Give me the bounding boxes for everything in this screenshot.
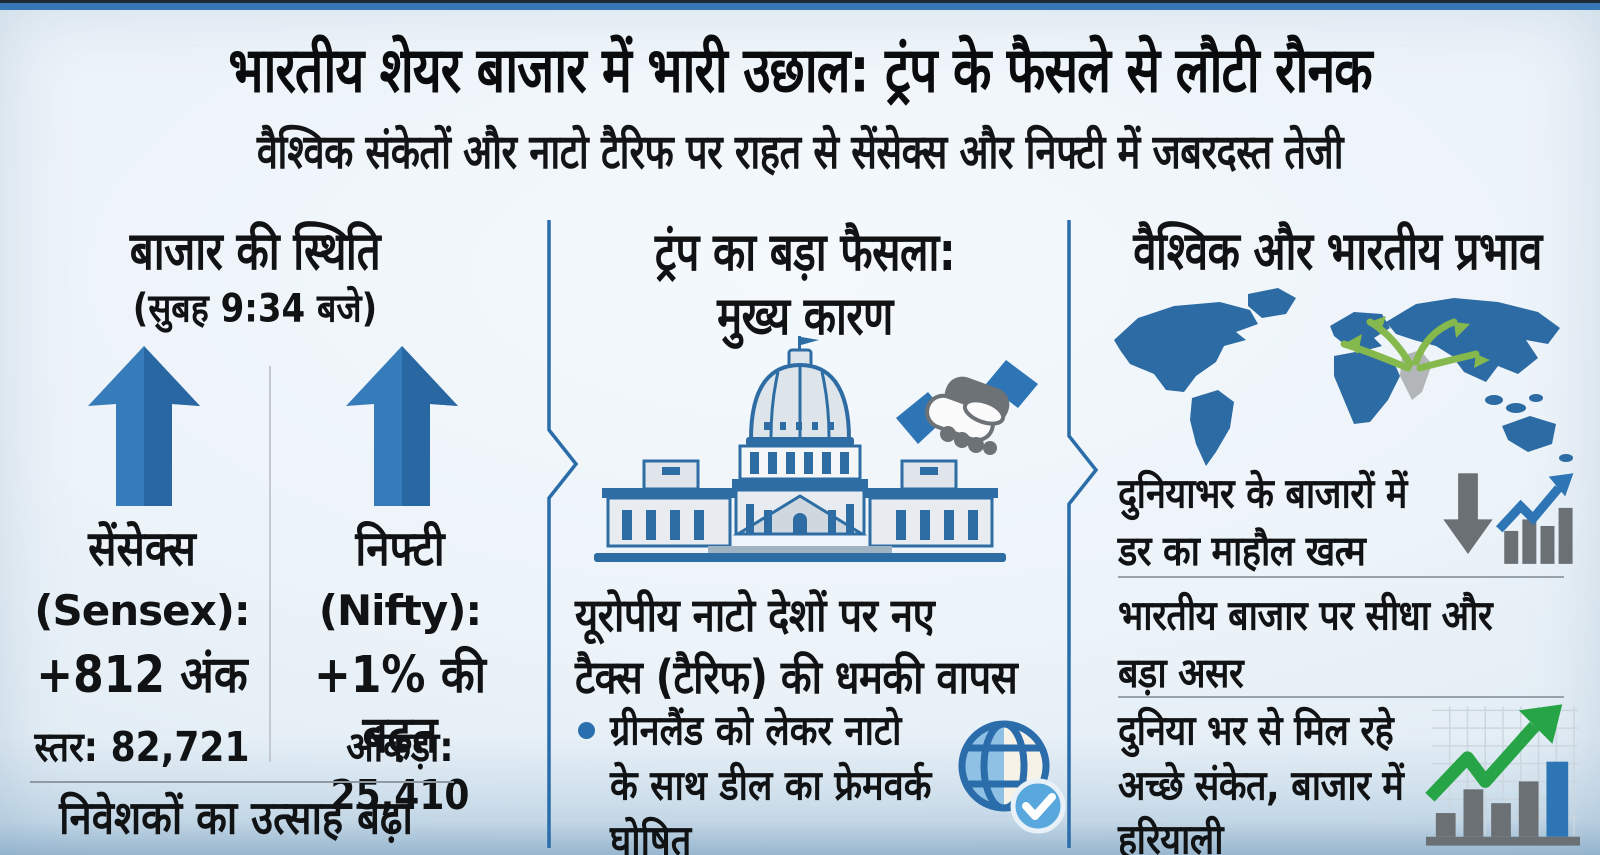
impact-divider-1 [1118,576,1564,578]
market-status-heading: बाजार की स्थिति [129,220,381,282]
sensex-change: +812 अंक [36,646,248,705]
impact-point-calm: दुनियाभर के बाजारों में डर का माहौल खत्म [1118,470,1407,575]
market-status-time: (सुबह 9:34 बजे) [132,286,378,332]
divider-left-chevron [546,218,580,854]
calm-markets-icon [1440,468,1580,570]
sensex-name: सेंसेक्स [88,520,196,577]
nifty-level: आंकड़ा: 25,410 [330,724,470,820]
globe-check-icon [952,710,1068,838]
sensex-up-arrow-icon [88,346,200,506]
impact-point-green: दुनिया भर से मिल रहे अच्छे संकेत, बाजार … [1118,707,1404,855]
bullet-dot [578,722,595,739]
nifty-name: निफ्टी [355,520,445,577]
top-accent-bar [0,3,1600,10]
nifty-up-arrow-icon [346,346,458,506]
trump-main-point: यूरोपीय नाटो देशों पर नए टैक्स (टैरिफ) क… [575,589,1018,704]
investor-note: निवेशकों का उत्साह बढ़ा [59,792,413,845]
trump-bullet-point: ग्रीनलैंड को लेकर नाटो के साथ डील का फ्र… [610,707,932,855]
handshake-icon [888,356,1046,462]
nifty-name-en: (Nifty): [318,586,482,635]
top-border-line [0,0,1600,3]
investor-note-divider [30,781,454,783]
page-subtitle: वैश्विक संकेतों और नाटो टैरिफ पर राहत से… [256,124,1344,179]
sensex-name-en: (Sensex): [34,586,250,635]
impact-point-india: भारतीय बाजार पर सीधा और बड़ा असर [1118,592,1493,697]
nifty-change: +1% की बढ़त [313,646,487,765]
page-title: भारतीय शेयर बाजार में भारी उछाल: ट्रंप क… [228,34,1372,107]
impact-divider-2 [1118,696,1564,698]
world-map-graphic [1098,280,1580,470]
green-markets-icon [1424,704,1582,849]
impact-heading: वैश्विक और भारतीय प्रभाव [1133,220,1542,282]
index-separator-line [269,366,271,762]
capitol-building-icon [588,336,1012,570]
trump-decision-heading: ट्रंप का बड़ा फैसला: मुख्य कारण [654,221,956,347]
divider-right-chevron [1066,218,1100,854]
sensex-level: स्तर: 82,721 [34,724,250,772]
